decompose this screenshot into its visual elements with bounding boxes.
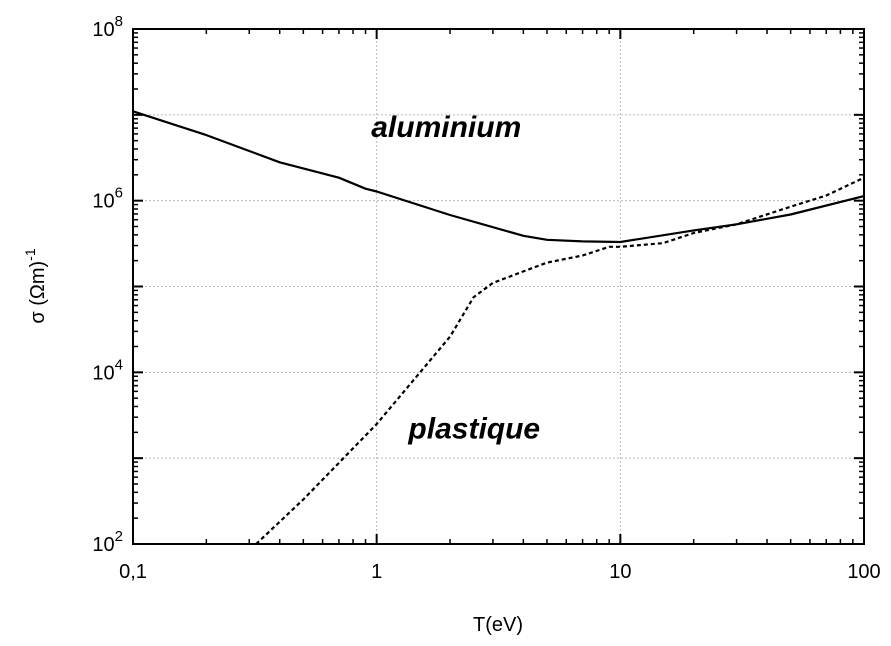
y-tick-label: 108 [92, 13, 123, 41]
x-tick-label: 100 [847, 561, 880, 583]
annotations: aluminium plastique [371, 111, 540, 445]
y-tick-label: 104 [92, 356, 123, 384]
grid [133, 29, 864, 544]
y-tick-label-base: 10 [92, 19, 114, 41]
x-tick-label: 0,1 [119, 561, 147, 583]
series-line-plastique [255, 176, 865, 545]
y-tick-label-base: 10 [92, 191, 114, 213]
y-tick-label: 106 [92, 185, 123, 213]
x-axis-title: T(eV) [473, 614, 523, 636]
y-axis-title: σ (Ωm)-1 [22, 248, 49, 324]
y-tick-label-exponent: 2 [115, 528, 123, 545]
x-tick-label: 10 [609, 561, 631, 583]
series-label-plastique: plastique [407, 412, 540, 445]
y-tick-label-exponent: 6 [115, 185, 123, 202]
y-tick-label-exponent: 8 [115, 13, 123, 30]
series-group [132, 110, 865, 545]
y-tick-label-exponent: 4 [115, 356, 123, 373]
y-axis-title-exponent: -1 [22, 248, 38, 261]
x-tick-label: 1 [371, 561, 382, 583]
axis-ticks [132, 28, 865, 545]
y-axis-title-text: σ (Ωm) [27, 261, 49, 324]
series-label-aluminium: aluminium [371, 111, 521, 144]
y-tick-label-base: 10 [92, 362, 114, 384]
y-tick-label-base: 10 [92, 534, 114, 556]
y-tick-label: 102 [92, 528, 123, 556]
